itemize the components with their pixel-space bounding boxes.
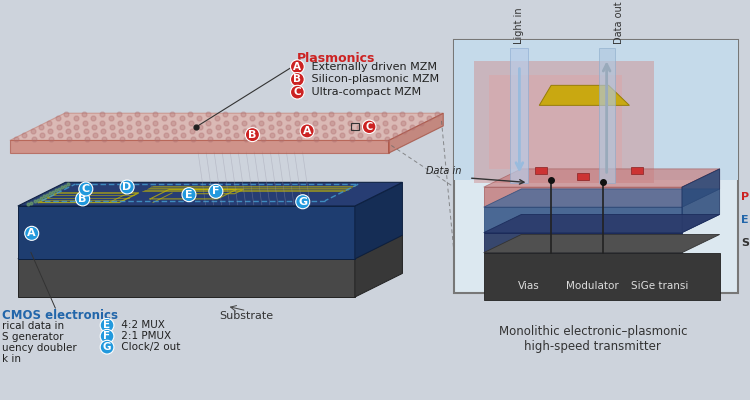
Polygon shape: [10, 113, 443, 140]
Text: G: G: [298, 197, 307, 207]
Bar: [484, 233, 682, 253]
Text: C: C: [365, 122, 373, 132]
Bar: [454, 40, 739, 294]
Polygon shape: [355, 182, 403, 259]
Text: Modulator: Modulator: [566, 281, 620, 291]
Bar: [632, 167, 644, 174]
Polygon shape: [10, 140, 388, 153]
Text: Externally driven MZM: Externally driven MZM: [308, 62, 437, 72]
Bar: [484, 207, 682, 233]
Text: G: G: [103, 342, 111, 352]
Text: A: A: [293, 62, 302, 72]
Text: Silicon-plasmonic MZM: Silicon-plasmonic MZM: [308, 74, 440, 84]
Text: S generator: S generator: [2, 332, 64, 342]
Bar: [474, 61, 654, 182]
Polygon shape: [539, 85, 629, 105]
Text: A: A: [303, 126, 311, 136]
Text: C: C: [82, 184, 90, 194]
Bar: [351, 123, 359, 130]
Text: uency doubler: uency doubler: [2, 343, 76, 353]
Text: C: C: [293, 87, 302, 97]
Text: E: E: [104, 320, 110, 330]
Text: Substrate: Substrate: [220, 311, 274, 321]
Polygon shape: [388, 113, 443, 153]
Bar: [484, 253, 720, 300]
Polygon shape: [682, 169, 720, 207]
Polygon shape: [484, 189, 720, 207]
Text: B: B: [293, 74, 302, 84]
Text: Data in: Data in: [425, 166, 461, 176]
Polygon shape: [484, 169, 720, 187]
Bar: [484, 187, 682, 207]
Text: Monolithic electronic–plasmonic
high-speed transmitter: Monolithic electronic–plasmonic high-spe…: [499, 325, 687, 353]
Text: Light in: Light in: [514, 7, 524, 44]
Text: E: E: [742, 215, 749, 225]
Polygon shape: [18, 182, 403, 206]
Text: F: F: [104, 331, 110, 341]
Text: E: E: [185, 190, 193, 200]
Text: rical data in: rical data in: [2, 321, 64, 331]
Bar: [577, 172, 589, 180]
Polygon shape: [18, 206, 355, 259]
Polygon shape: [18, 235, 403, 259]
Text: Clock/2 out: Clock/2 out: [118, 342, 180, 352]
Text: k in: k in: [2, 354, 21, 364]
Text: Ultra-compact MZM: Ultra-compact MZM: [308, 87, 422, 97]
Bar: [489, 75, 622, 169]
Text: F: F: [212, 186, 220, 196]
Text: CMOS electronics: CMOS electronics: [2, 309, 118, 322]
Polygon shape: [484, 234, 720, 253]
Text: S: S: [742, 238, 749, 248]
Bar: [598, 48, 614, 182]
Polygon shape: [18, 259, 355, 297]
Text: SiGe transi: SiGe transi: [632, 281, 688, 291]
Text: Data out: Data out: [614, 1, 623, 44]
Text: Vias: Vias: [518, 281, 539, 291]
Text: D: D: [122, 182, 132, 192]
Text: B: B: [79, 194, 87, 204]
Polygon shape: [355, 235, 403, 297]
Polygon shape: [682, 169, 720, 233]
Text: 2:1 PMUX: 2:1 PMUX: [118, 331, 171, 341]
Text: 4:2 MUX: 4:2 MUX: [118, 320, 165, 330]
Text: A: A: [28, 228, 36, 238]
Bar: [511, 48, 528, 182]
Text: P: P: [742, 192, 749, 202]
Polygon shape: [484, 214, 720, 233]
Text: B: B: [248, 130, 256, 140]
Text: Plasmonics: Plasmonics: [297, 52, 376, 65]
Bar: [454, 40, 739, 180]
Bar: [536, 167, 548, 174]
